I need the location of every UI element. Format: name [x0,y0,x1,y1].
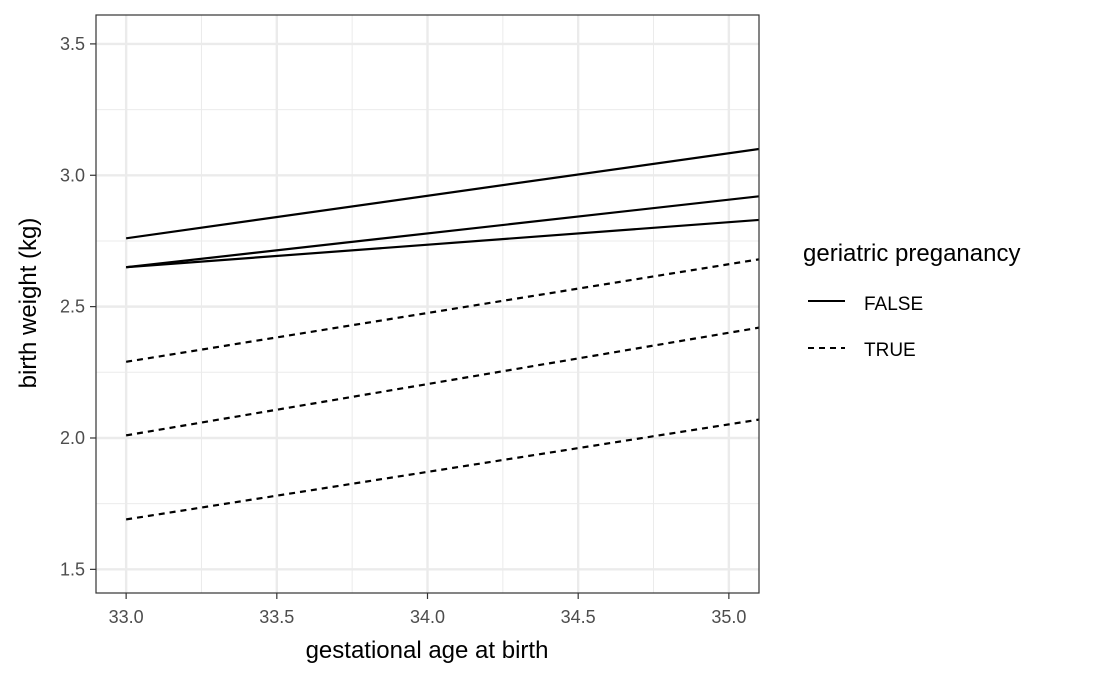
major-gridlines [96,15,759,593]
y-tick-label: 2.5 [60,297,85,317]
x-tick-label: 33.5 [259,607,294,627]
y-tick-label: 3.5 [60,34,85,54]
y-tick-label: 2.0 [60,428,85,448]
x-tick-label: 35.0 [711,607,746,627]
series-lines [125,147,759,521]
series-line-true [125,418,759,521]
y-axis-title: birth weight (kg) [15,218,42,389]
legend-label-true: TRUE [864,340,916,361]
y-axis-ticks: 1.5 2.0 2.5 3.0 3.5 [60,34,96,579]
legend-title: geriatric preganancy [803,240,1020,267]
x-tick-label: 34.5 [561,607,596,627]
x-tick-label: 34.0 [410,607,445,627]
x-axis-ticks: 33.0 33.5 34.0 34.5 35.0 [109,593,746,627]
y-tick-label: 3.0 [60,165,85,185]
series-line-true [125,326,759,437]
series-line-false [126,218,759,269]
x-axis-title: gestational age at birth [306,637,549,664]
series-line-false [126,195,759,269]
legend: geriatric preganancy FALSE TRUE [803,240,1020,361]
series-line-true [125,258,759,363]
y-tick-label: 1.5 [60,559,85,579]
x-tick-label: 33.0 [109,607,144,627]
series-line-false [125,147,759,240]
legend-label-false: FALSE [864,294,923,315]
